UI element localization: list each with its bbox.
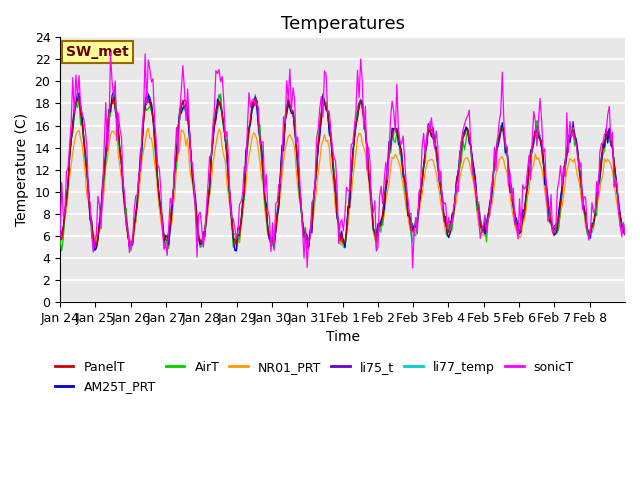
- Title: Temperatures: Temperatures: [280, 15, 404, 33]
- X-axis label: Time: Time: [326, 330, 360, 344]
- Legend: PanelT, AM25T_PRT, AirT, NR01_PRT, li75_t, li77_temp, sonicT: PanelT, AM25T_PRT, AirT, NR01_PRT, li75_…: [50, 356, 579, 398]
- Y-axis label: Temperature (C): Temperature (C): [15, 113, 29, 226]
- Text: SW_met: SW_met: [66, 45, 129, 59]
